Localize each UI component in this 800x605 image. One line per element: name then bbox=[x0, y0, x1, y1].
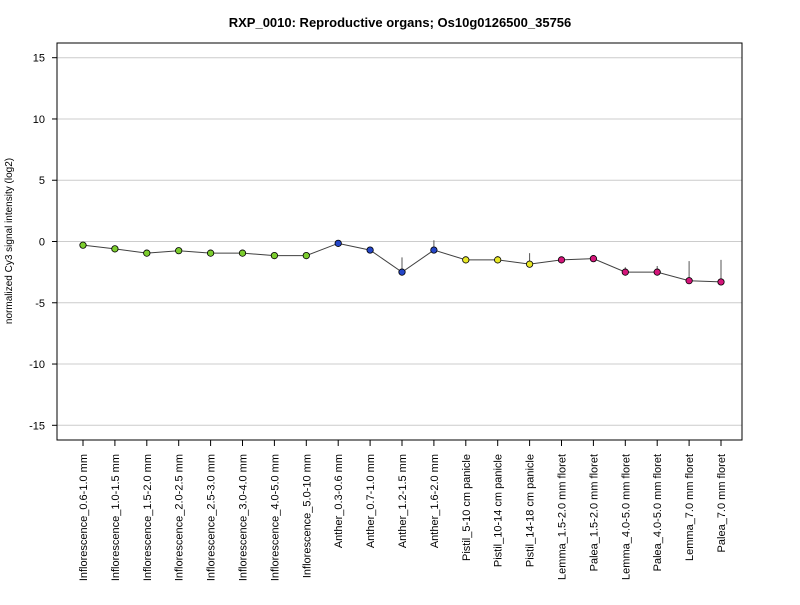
data-point bbox=[111, 245, 119, 253]
data-point bbox=[685, 277, 693, 285]
data-point bbox=[717, 278, 725, 286]
data-point bbox=[238, 249, 247, 257]
x-tick-label: Inflorescence_0.6-1.0 mm bbox=[78, 454, 90, 581]
x-tick-label: Lemma_1.5-2.0 mm floret bbox=[557, 454, 569, 580]
y-tick-label: -15 bbox=[29, 420, 45, 432]
data-point bbox=[430, 246, 438, 254]
data-point bbox=[621, 268, 629, 276]
y-axis: 15 10 5 0 -5 -10 -15 bbox=[29, 53, 57, 432]
data-point bbox=[175, 247, 183, 255]
x-tick-label: Palea_4.0-5.0 mm floret bbox=[652, 454, 664, 571]
data-point bbox=[207, 249, 215, 257]
x-axis: Inflorescence_0.6-1.0 mm Inflorescence_1.… bbox=[78, 440, 728, 581]
x-tick-label: Anther_1.6-2.0 mm bbox=[429, 454, 441, 548]
y-tick-label: -5 bbox=[35, 298, 45, 310]
data-point bbox=[398, 268, 406, 276]
data-point bbox=[494, 256, 502, 264]
y-tick-label: 0 bbox=[39, 237, 45, 249]
x-tick-label: Inflorescence_2.5-3.0 mm bbox=[206, 454, 218, 581]
grid bbox=[57, 57, 742, 426]
y-axis-title: normalized Cy3 signal intensity (log2) bbox=[4, 158, 15, 324]
x-tick-label: Anther_0.3-0.6 mm bbox=[333, 454, 345, 548]
x-tick-label: Pistil_14-18 cm panicle bbox=[525, 454, 537, 567]
data-point bbox=[462, 256, 470, 264]
data-point bbox=[557, 256, 566, 264]
data-point bbox=[525, 260, 534, 268]
data-point bbox=[143, 249, 151, 257]
data-point bbox=[270, 251, 278, 260]
x-tick-label: Inflorescence_2.0-2.5 mm bbox=[174, 454, 186, 581]
x-tick-label: Palea_7.0 mm floret bbox=[716, 454, 728, 552]
x-tick-label: Pistil_10-14 cm panicle bbox=[493, 454, 505, 567]
data-point bbox=[366, 246, 374, 254]
x-tick-label: Pistil_5-10 cm panicle bbox=[461, 454, 473, 561]
y-tick-label: -10 bbox=[29, 359, 45, 371]
x-tick-label: Palea_1.5-2.0 mm floret bbox=[588, 454, 600, 571]
y-tick-label: 10 bbox=[33, 114, 45, 126]
x-tick-label: Anther_1.2-1.5 mm bbox=[397, 454, 409, 548]
x-tick-label: Inflorescence_1.0-1.5 mm bbox=[110, 454, 122, 581]
x-tick-label: Inflorescence_3.0-4.0 mm bbox=[238, 454, 250, 581]
data-point bbox=[79, 241, 87, 249]
x-tick-label: Anther_0.7-1.0 mm bbox=[365, 454, 377, 548]
y-tick-label: 15 bbox=[33, 53, 45, 65]
x-tick-label: Inflorescence_1.5-2.0 mm bbox=[142, 454, 154, 581]
data-point bbox=[334, 239, 342, 247]
data-point bbox=[589, 255, 598, 263]
y-tick-label: 5 bbox=[39, 175, 45, 187]
x-tick-label: Inflorescence_4.0-5.0 mm bbox=[269, 454, 281, 581]
x-tick-label: Lemma_7.0 mm floret bbox=[684, 454, 696, 561]
x-tick-label: Inflorescence_5.0-10 mm bbox=[301, 454, 313, 578]
series bbox=[79, 239, 725, 286]
x-tick-label: Lemma_4.0-5.0 mm floret bbox=[620, 454, 632, 580]
data-point bbox=[302, 251, 310, 260]
data-point bbox=[653, 268, 661, 276]
chart-title: RXP_0010: Reproductive organs; Os10g0126… bbox=[229, 15, 572, 30]
